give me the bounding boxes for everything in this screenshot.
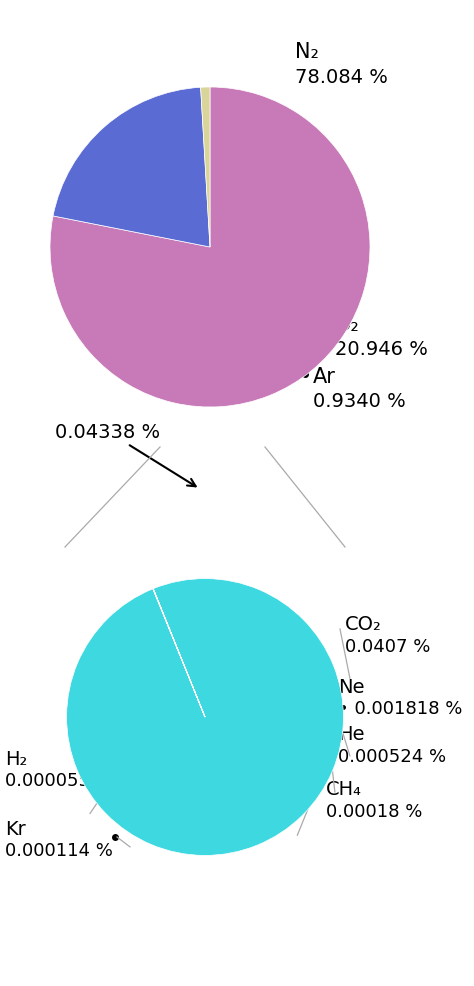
- Text: 0.000524 %: 0.000524 %: [338, 747, 446, 765]
- Wedge shape: [153, 589, 205, 717]
- Text: O₂: O₂: [335, 315, 360, 334]
- Text: 0.000055 %: 0.000055 %: [5, 771, 113, 789]
- Text: 0.000114 %: 0.000114 %: [5, 841, 113, 859]
- Text: 0.0407 %: 0.0407 %: [345, 637, 430, 656]
- Text: CH₄: CH₄: [326, 779, 362, 799]
- Text: • 0.001818 %: • 0.001818 %: [338, 699, 462, 717]
- Wedge shape: [67, 579, 343, 856]
- Text: He: He: [338, 725, 365, 743]
- Wedge shape: [153, 589, 205, 717]
- Text: Ar: Ar: [313, 367, 336, 387]
- Wedge shape: [53, 88, 210, 247]
- Text: 78.084 %: 78.084 %: [295, 68, 388, 87]
- Text: 0.9340 %: 0.9340 %: [313, 391, 406, 410]
- Wedge shape: [153, 589, 205, 717]
- Text: Ne: Ne: [338, 677, 365, 696]
- Text: CO₂: CO₂: [345, 614, 382, 633]
- Text: H₂: H₂: [5, 749, 27, 768]
- Wedge shape: [153, 589, 205, 717]
- Wedge shape: [201, 88, 210, 247]
- Wedge shape: [50, 88, 370, 407]
- Text: 0.00018 %: 0.00018 %: [326, 803, 422, 820]
- Text: 20.946 %: 20.946 %: [335, 339, 428, 359]
- Text: Kr: Kr: [5, 819, 26, 838]
- Wedge shape: [153, 589, 205, 717]
- Text: 0.04338 %: 0.04338 %: [55, 423, 196, 487]
- Wedge shape: [153, 589, 205, 717]
- Text: N₂: N₂: [295, 42, 319, 62]
